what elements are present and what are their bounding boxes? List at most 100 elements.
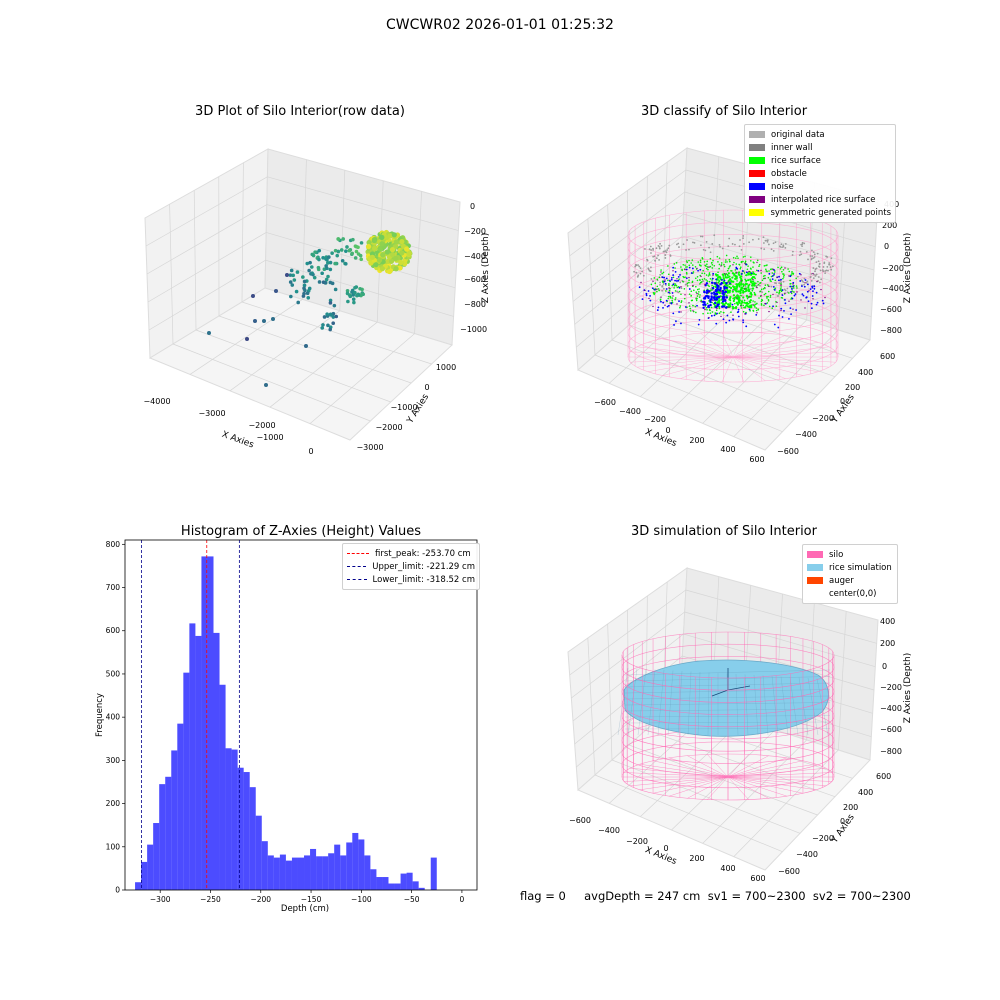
histogram-ytick: 200	[106, 799, 121, 808]
histogram-bar	[376, 877, 383, 890]
histogram-ytick: 400	[106, 713, 121, 722]
histogram-reference-lines	[141, 540, 240, 890]
simulation-ztick: −600	[880, 725, 902, 734]
simulation-legend-label: auger	[829, 575, 854, 586]
simulation-ztick: 200	[880, 639, 895, 648]
classify-legend-swatch	[749, 144, 765, 151]
simulation-legend-entry: center(0,0)	[807, 587, 893, 600]
histogram-bar	[412, 881, 419, 890]
histogram-ytick: 600	[106, 626, 121, 635]
histogram-bar	[394, 883, 401, 890]
simulation-xtick: −600	[569, 816, 591, 825]
histogram-y-axis-label: Frequency	[95, 693, 105, 737]
histogram-bar	[153, 823, 160, 890]
classify-ytick: 400	[858, 368, 873, 377]
histogram-bar	[183, 672, 190, 890]
simulation-xtick: −400	[598, 826, 620, 835]
simulation-ztick: −800	[880, 747, 902, 756]
classify-legend-label: rice surface	[771, 155, 821, 166]
histogram-bar	[322, 856, 329, 890]
raw-xtick: −2000	[248, 421, 275, 430]
histogram-bar	[219, 684, 226, 890]
classify-legend-label: symmetric generated points	[770, 207, 891, 218]
classify-xtick: −200	[644, 415, 666, 424]
raw-3d-plot[interactable]: −4000 −3000 −2000 −1000 0 1000 0 −1000 −…	[0, 120, 500, 460]
classify-x-axis-label: X Axies	[643, 427, 678, 449]
classify-legend-swatch	[749, 183, 765, 190]
histogram-bar	[261, 841, 268, 890]
classify-z-axis-label: Z Axies (Depth)	[903, 233, 913, 304]
simulation-ytick: 0	[840, 817, 845, 826]
histogram-bar	[147, 844, 154, 890]
raw-ytick: 0	[424, 383, 429, 392]
simulation-legend-swatch	[807, 551, 823, 558]
raw-xtick: 0	[308, 447, 313, 456]
classify-legend-label: interpolated rice surface	[771, 194, 876, 205]
classify-legend-swatch	[749, 170, 765, 177]
raw-plot-title: 3D Plot of Silo Interior(row data)	[195, 104, 405, 119]
histogram-bar	[189, 623, 196, 890]
classify-legend-label: noise	[771, 181, 794, 192]
histogram-bar	[358, 839, 365, 890]
raw-xtick: −1000	[256, 433, 283, 442]
histogram-legend-line	[347, 579, 367, 580]
histogram-bar	[273, 857, 280, 890]
histogram-xtick: −250	[200, 895, 221, 904]
histogram-ytick: 500	[106, 669, 121, 678]
classify-legend-entry: original data	[749, 128, 891, 141]
simulation-3d-plot[interactable]: −600 −400 −200 0 200 400 600 600 400 200…	[500, 540, 1000, 885]
histogram-bar	[382, 877, 389, 890]
histogram-bar	[291, 857, 298, 890]
classify-legend-label: inner wall	[771, 142, 813, 153]
classify-point-cloud	[633, 234, 834, 329]
histogram-xtick: −150	[301, 895, 322, 904]
simulation-legend-label: rice simulation	[829, 562, 892, 573]
classify-ytick: −600	[777, 447, 799, 456]
classify-legend-entry: interpolated rice surface	[749, 193, 891, 206]
histogram-bar	[304, 855, 311, 890]
simulation-legend-entry: auger	[807, 574, 893, 587]
classify-legend-swatch	[749, 131, 765, 138]
simulation-plot-title: 3D simulation of Silo Interior	[631, 524, 817, 539]
classify-ytick: 600	[880, 352, 895, 361]
simulation-legend-label: center(0,0)	[829, 588, 877, 599]
histogram-ticks: −300 −250 −200 −150 −100 −50 0 0 100 200 300 400 500…	[106, 540, 465, 904]
histogram-bar	[165, 776, 172, 890]
histogram-x-axis-label: Depth (cm)	[281, 904, 329, 914]
histogram-ytick: 100	[106, 842, 121, 851]
histogram-bar	[135, 882, 142, 890]
simulation-legend-swatch	[807, 564, 823, 571]
raw-ztick: −1000	[460, 325, 487, 334]
classify-xtick: −600	[594, 398, 616, 407]
raw-x-axis-label: X Axies	[220, 430, 255, 451]
histogram-bar	[352, 832, 359, 890]
histogram-bar	[328, 853, 335, 890]
classify-legend-label: obstacle	[771, 168, 807, 179]
histogram-bar	[255, 815, 262, 890]
simulation-ytick: 200	[843, 803, 858, 812]
histogram-legend-line	[347, 553, 369, 554]
histogram-bar	[279, 854, 286, 890]
classify-ytick: −200	[812, 414, 834, 423]
simulation-xtick: 400	[720, 864, 735, 873]
classify-3d-plot[interactable]: −600 −400 −200 0 200 400 600 600 400 200…	[500, 120, 1000, 465]
status-footer: flag = 0 avgDepth = 247 cm sv1 = 700~230…	[520, 889, 911, 903]
simulation-legend-entry: rice simulation	[807, 561, 893, 574]
histogram-legend-entry: Upper_limit: -221.29 cm	[347, 560, 475, 573]
simulation-legend-entry: silo	[807, 548, 893, 561]
raw-ytick: −1000	[390, 403, 417, 412]
classify-xtick: 600	[749, 455, 764, 464]
raw-z-axis-label: Z Axies (Depth)	[481, 233, 491, 304]
histogram-bar	[370, 869, 377, 890]
histogram-bar	[406, 872, 413, 890]
classify-silo-wireframe	[627, 209, 839, 383]
classify-ztick: −600	[880, 305, 902, 314]
histogram-legend-entry: first_peak: -253.70 cm	[347, 547, 475, 560]
simulation-rice-surface	[617, 659, 831, 737]
histogram-legend-label: Lower_limit: -318.52 cm	[372, 574, 475, 585]
histogram-bar	[207, 556, 214, 890]
histogram-bar	[267, 855, 274, 890]
simulation-x-axis-label: X Axies	[643, 845, 678, 867]
classify-xtick: 400	[720, 445, 735, 454]
histogram-chart[interactable]: −300 −250 −200 −150 −100 −50 0 0 100 200 300 400 500…	[80, 535, 500, 920]
